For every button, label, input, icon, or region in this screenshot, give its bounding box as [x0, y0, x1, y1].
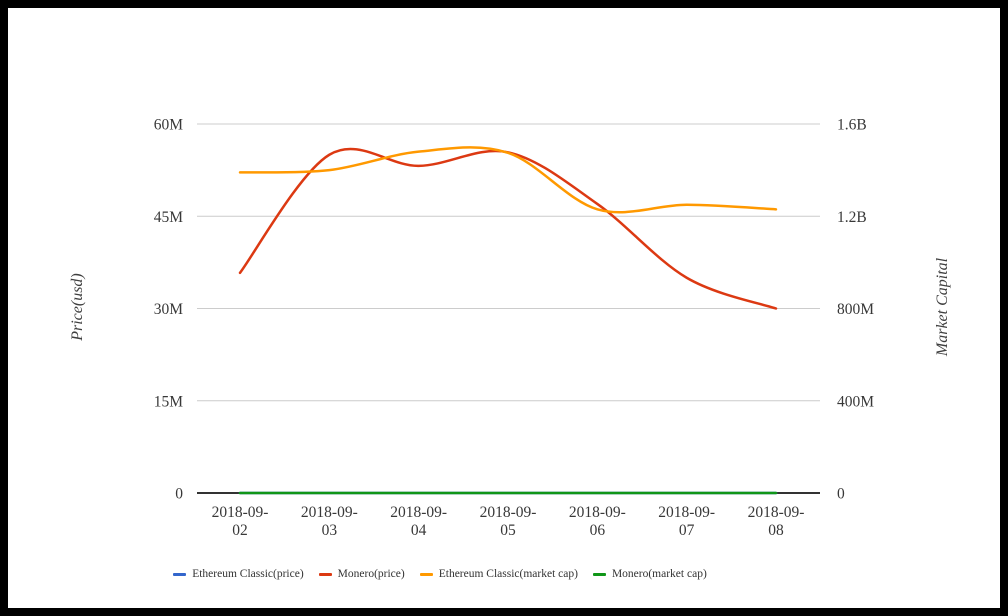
- legend-label: Ethereum Classic(market cap): [438, 568, 578, 580]
- legend-label: Monero(price): [337, 568, 405, 580]
- y-axis-right-tick-label: 0: [837, 486, 845, 503]
- legend-swatch: [592, 572, 606, 576]
- x-axis-tick-label: 2018-09-: [212, 504, 269, 521]
- x-axis-tick-label: 2018-09-: [569, 504, 626, 521]
- right-axis-title: Market Capital: [934, 257, 951, 357]
- x-axis-tick-labels: 2018-09-022018-09-032018-09-042018-09-05…: [212, 504, 805, 539]
- x-axis-tick-label: 2018-09-: [748, 504, 805, 521]
- x-axis-tick-label: 03: [322, 522, 338, 539]
- y-axis-right-tick-labels: 0 400M 800M 1.2B 1.6B: [837, 117, 874, 503]
- x-axis-tick-label: 02: [232, 522, 248, 539]
- x-axis-tick-label: 04: [411, 522, 427, 539]
- legend: Ethereum Classic(price) Monero(price) Ethe…: [8, 566, 936, 582]
- left-axis-title: Price(usd): [69, 273, 86, 341]
- x-axis-tick-label: 2018-09-: [658, 504, 715, 521]
- legend-swatch: [173, 572, 187, 576]
- x-axis-tick-label: 2018-09-: [301, 504, 358, 521]
- y-axis-left-tick-label: 15M: [154, 393, 184, 410]
- legend-item-ethereum-classic-price[interactable]: Ethereum Classic(price): [173, 568, 304, 580]
- legend-swatch: [318, 572, 332, 576]
- x-axis-tick-label: 07: [679, 522, 695, 539]
- x-axis-tick-label: 2018-09-: [480, 504, 537, 521]
- x-axis-tick-label: 06: [590, 522, 606, 539]
- series-line-monero-price: [238, 147, 778, 310]
- series-lines: [238, 146, 778, 495]
- chart-canvas: 015M30M45M60M0400M800M1.2B1.6B2018-09-02…: [154, 117, 875, 540]
- legend-label: Ethereum Classic(price): [192, 568, 304, 580]
- legend-item-monero-price[interactable]: Monero(price): [318, 568, 405, 580]
- y-axis-left-tick-label: 45M: [154, 209, 184, 226]
- legend-swatch: [419, 572, 433, 576]
- y-axis-right-tick-label: 800M: [837, 301, 874, 318]
- y-axis-left-tick-label: 0: [175, 486, 183, 503]
- legend-label: Monero(market cap): [611, 568, 707, 580]
- y-axis-right-tick-label: 1.6B: [837, 117, 867, 134]
- y-axis-left-tick-label: 60M: [154, 117, 184, 134]
- y-gridlines: [197, 123, 820, 494]
- legend-item-monero-market-cap[interactable]: Monero(market cap): [592, 568, 707, 580]
- y-axis-right-tick-label: 400M: [837, 393, 874, 410]
- y-axis-left-tick-labels: 0 15M 30M 45M 60M: [154, 117, 184, 503]
- y-axis-left-tick-label: 30M: [154, 301, 184, 318]
- x-axis-tick-label: 2018-09-: [390, 504, 447, 521]
- x-axis-tick-label: 05: [500, 522, 516, 539]
- legend-item-ethereum-classic-market-cap[interactable]: Ethereum Classic(market cap): [419, 568, 578, 580]
- series-line-ethereum-classic-market-cap: [238, 146, 778, 214]
- y-axis-right-tick-label: 1.2B: [837, 209, 867, 226]
- x-axis-tick-label: 08: [768, 522, 784, 539]
